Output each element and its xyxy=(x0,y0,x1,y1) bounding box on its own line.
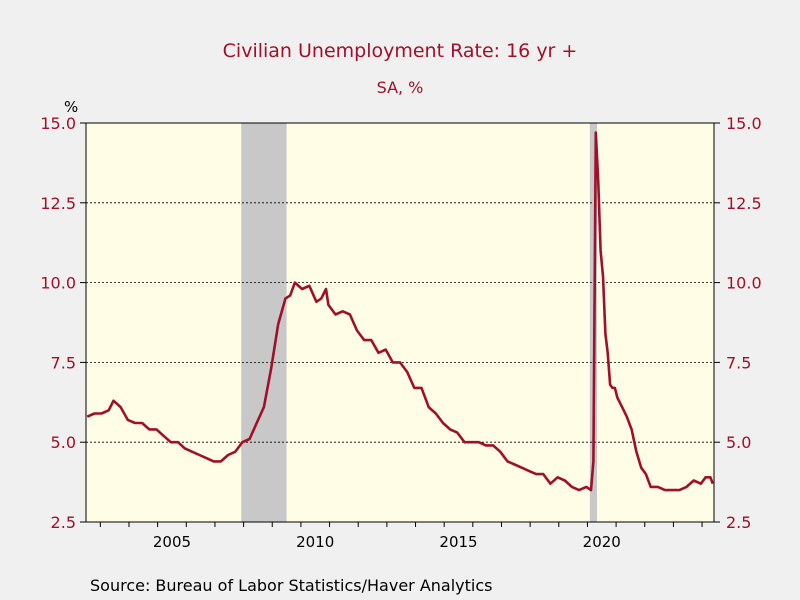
y-tick-label-right: 15.0 xyxy=(726,114,762,133)
chart-subtitle: SA, % xyxy=(376,78,424,97)
plot-area xyxy=(86,123,714,522)
series-layer xyxy=(86,131,715,492)
y-tick-label-right: 12.5 xyxy=(726,194,762,213)
axes: 2.5 2.5 5.0 5.0 7.5 7.5 10.0 10.0 12.5 12.5 15.0 15… xyxy=(40,114,761,551)
x-tick-label: 2015 xyxy=(439,533,477,551)
x-tick-label: 2010 xyxy=(296,533,334,551)
y-tick-label-left: 10.0 xyxy=(40,274,76,293)
series-line xyxy=(86,131,715,492)
y-tick-label-left: 12.5 xyxy=(40,194,76,213)
y-tick-label-right: 2.5 xyxy=(726,513,751,532)
y-tick-label-left: 5.0 xyxy=(51,433,76,452)
y-tick-label-left: 15.0 xyxy=(40,114,76,133)
y-tick-label-left: 2.5 xyxy=(51,513,76,532)
y-tick-label-right: 7.5 xyxy=(726,353,751,372)
y-unit-label: % xyxy=(64,98,78,116)
y-tick-label-right: 5.0 xyxy=(726,433,751,452)
x-tick-label: 2020 xyxy=(583,533,621,551)
chart-title: Civilian Unemployment Rate: 16 yr + xyxy=(222,40,578,62)
x-tick-label: 2005 xyxy=(153,533,191,551)
y-tick-label-right: 10.0 xyxy=(726,274,762,293)
source-note: Source: Bureau of Labor Statistics/Haver… xyxy=(90,576,493,595)
plot-border xyxy=(85,122,715,523)
y-tick-label-left: 7.5 xyxy=(51,353,76,372)
